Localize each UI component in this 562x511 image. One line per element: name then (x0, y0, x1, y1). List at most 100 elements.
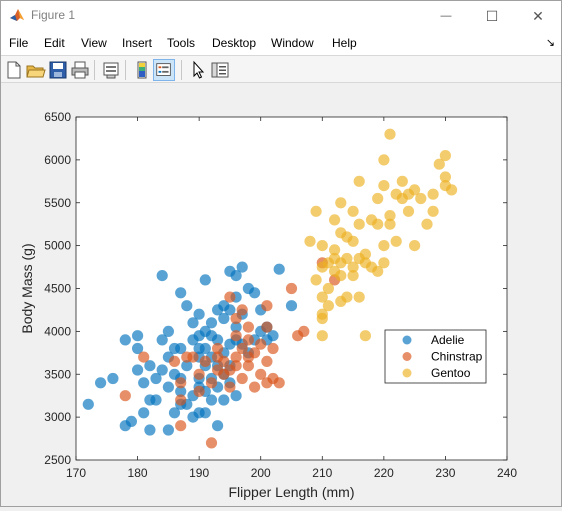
toolbar-separator (94, 60, 95, 80)
title-bar[interactable]: Figure 1 — ☐ ✕ (1, 1, 561, 31)
data-point (372, 192, 384, 205)
maximize-button[interactable]: ☐ (469, 1, 515, 31)
data-point (168, 355, 181, 367)
legend-marker (402, 368, 412, 378)
y-axis-label: Body Mass (g) (19, 243, 35, 333)
data-point (218, 312, 230, 325)
data-point (132, 364, 144, 376)
data-point (378, 180, 390, 192)
data-point (322, 300, 334, 312)
y-tick-label: 5000 (44, 239, 71, 253)
menu-insert[interactable]: Insert (122, 36, 153, 50)
y-tick-label: 3000 (44, 410, 71, 424)
data-point (119, 334, 131, 346)
dock-arrow-icon[interactable]: ↘ (545, 37, 555, 49)
data-point (181, 300, 193, 312)
minimize-icon: — (440, 10, 452, 22)
data-point (212, 342, 224, 355)
data-point (187, 317, 199, 329)
menu-window[interactable]: Window (271, 36, 314, 50)
data-point (119, 390, 131, 402)
x-tick-label: 240 (497, 466, 517, 480)
data-point (132, 330, 144, 342)
data-point (150, 372, 162, 385)
print-preview-icon[interactable] (100, 59, 122, 81)
data-point (378, 240, 390, 252)
data-point (187, 351, 199, 363)
data-point (138, 351, 150, 363)
maximize-icon: ☐ (485, 7, 499, 24)
data-point (427, 188, 439, 200)
data-point (236, 372, 248, 385)
print-icon[interactable] (69, 59, 91, 81)
menu-edit[interactable]: Edit (44, 36, 65, 50)
data-point (218, 394, 230, 406)
save-icon[interactable] (47, 59, 69, 81)
data-point (175, 287, 187, 299)
data-point (273, 263, 285, 275)
minimize-button[interactable]: — (423, 1, 469, 31)
x-tick-label: 220 (374, 466, 394, 480)
data-point (409, 240, 421, 252)
data-point (316, 312, 328, 325)
menu-file[interactable]: File (9, 36, 29, 50)
data-point (347, 270, 359, 282)
figure-toolbar (1, 55, 561, 83)
data-point (193, 385, 205, 397)
menu-desktop[interactable]: Desktop (212, 36, 257, 50)
data-point (156, 364, 168, 376)
data-point (359, 248, 371, 260)
data-point (236, 304, 248, 316)
data-point (199, 274, 211, 286)
y-tick-label: 4500 (44, 282, 71, 296)
data-point (193, 368, 205, 380)
y-axis-ticks: 2500 3000 3500 4000 4500 5000 5500 6000 6500 (44, 110, 507, 467)
new-figure-icon[interactable] (3, 59, 25, 81)
close-button[interactable]: ✕ (515, 1, 561, 31)
pointer-icon[interactable] (187, 59, 209, 81)
data-point (353, 175, 365, 187)
window-title: Figure 1 (31, 8, 76, 22)
data-point (285, 282, 298, 295)
data-point (125, 415, 137, 427)
legend[interactable]: Adelie Chinstrap Gentoo (384, 329, 487, 384)
data-point (175, 394, 187, 406)
data-point (249, 381, 261, 393)
data-point (372, 265, 384, 277)
x-axis-ticks: 170 180 190 200 210 220 230 240 (66, 117, 517, 480)
y-tick-label: 3500 (44, 367, 71, 381)
open-file-icon[interactable] (25, 59, 47, 81)
property-inspector-icon[interactable] (209, 59, 231, 81)
data-point (230, 390, 242, 402)
y-tick-label: 4000 (44, 324, 71, 338)
x-tick-label: 180 (128, 466, 148, 480)
data-point (156, 270, 168, 282)
legend-marker (402, 352, 412, 361)
data-point (224, 291, 236, 303)
data-point (298, 325, 310, 337)
data-point (82, 398, 94, 410)
menu-help[interactable]: Help (332, 36, 357, 50)
menu-tools[interactable]: Tools (167, 36, 196, 50)
legend-icon[interactable] (153, 59, 175, 81)
data-point (255, 338, 267, 350)
data-point (285, 300, 298, 312)
colorbar-icon[interactable] (131, 59, 153, 81)
x-tick-label: 210 (312, 466, 332, 480)
data-point (316, 291, 328, 303)
data-point (372, 218, 384, 230)
legend-label: Adelie (431, 333, 465, 347)
data-point (138, 407, 150, 419)
data-point (396, 175, 408, 187)
data-point (199, 342, 211, 355)
data-point (255, 368, 267, 380)
data-point (224, 304, 236, 316)
toolbar-separator (125, 60, 126, 80)
menu-view[interactable]: View (81, 36, 107, 50)
data-point (236, 342, 248, 355)
data-point (230, 321, 242, 333)
data-point (249, 287, 261, 299)
data-point (353, 218, 365, 230)
data-point (439, 150, 451, 162)
data-point (378, 154, 390, 166)
